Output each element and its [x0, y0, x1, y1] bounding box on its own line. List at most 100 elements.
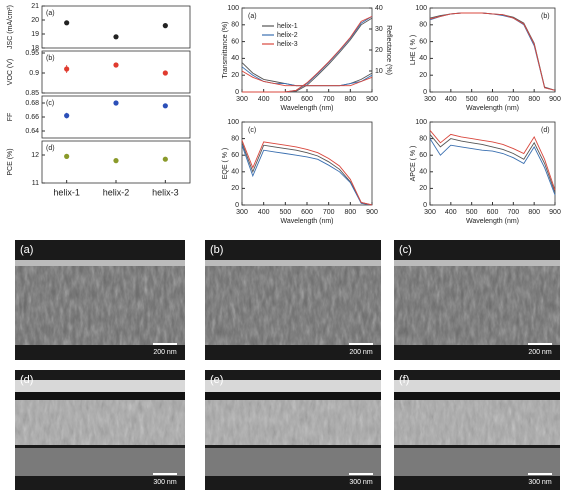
- y-tick-label: 100: [227, 119, 239, 126]
- y-tick-label: 100: [415, 5, 427, 12]
- scale-label: 300 nm: [153, 479, 177, 486]
- y-tick-label: 80: [419, 22, 427, 29]
- top-layer: [394, 260, 560, 266]
- y-axis-label: VOC (V): [7, 59, 14, 85]
- data-line: [241, 140, 373, 206]
- data-line: [429, 138, 556, 196]
- film-texture: [394, 265, 560, 345]
- top-layer: [205, 380, 381, 392]
- x-tick-label: 300: [424, 209, 436, 216]
- y-axis-label: LHE ( % ): [410, 35, 417, 65]
- micrograph: (d) 300 nm: [15, 370, 185, 490]
- y-tick-label: 20: [231, 185, 239, 192]
- panel-label: (c): [248, 127, 256, 134]
- y-tick-label: 0.9: [29, 70, 39, 77]
- data-line: [241, 145, 373, 206]
- x-tick-label: 700: [323, 209, 335, 216]
- y-axis-label: FF: [7, 113, 14, 122]
- data-point: [64, 153, 70, 159]
- x-tick-label: 400: [258, 96, 270, 103]
- x-tick-label: 500: [466, 96, 478, 103]
- y-tick-label: 20: [31, 17, 39, 24]
- y-axis-label: PCE (%): [7, 148, 14, 175]
- micrograph-label: (d): [20, 374, 33, 386]
- x-tick-label: 400: [445, 209, 457, 216]
- micrograph: (c) 200 nm: [394, 240, 560, 360]
- y-tick-label: 40: [231, 55, 239, 62]
- x-tick-label: helix-1: [53, 187, 80, 197]
- x-tick-label: 700: [507, 96, 519, 103]
- data-point: [162, 23, 168, 29]
- x-tick-label: 400: [445, 96, 457, 103]
- x-tick-label: 600: [301, 209, 313, 216]
- micrograph-label: (a): [20, 244, 33, 256]
- x-tick-label: 800: [344, 96, 356, 103]
- y2-tick-label: 30: [375, 26, 383, 33]
- micrograph: (f) 300 nm: [394, 370, 560, 490]
- y-tick-label: 21: [31, 3, 39, 10]
- film-texture: [205, 265, 381, 345]
- top-layer: [15, 380, 185, 392]
- top-layer: [394, 380, 560, 392]
- y-tick-label: 80: [231, 135, 239, 142]
- panel-label: (a): [46, 10, 55, 17]
- plot-frame: [241, 7, 373, 93]
- x-tick-label: 900: [366, 209, 378, 216]
- scale-label: 300 nm: [349, 479, 373, 486]
- y-tick-label: 0.64: [25, 128, 39, 135]
- y-tick-label: 40: [419, 55, 427, 62]
- data-line: [429, 12, 556, 91]
- x-tick-label: 600: [487, 209, 499, 216]
- y-tick-label: 60: [231, 152, 239, 159]
- y-tick-label: 100: [415, 119, 427, 126]
- panel-label: (b): [541, 13, 550, 20]
- substrate: [15, 448, 185, 476]
- y-tick-label: 0.68: [25, 100, 39, 107]
- y-tick-label: 12: [31, 152, 39, 159]
- y-tick-label: 60: [419, 152, 427, 159]
- x-tick-label: 400: [258, 209, 270, 216]
- y-tick-label: 0.85: [25, 90, 39, 97]
- data-point: [64, 20, 70, 26]
- plot-frame: [429, 121, 556, 206]
- x-tick-label: 600: [301, 96, 313, 103]
- y-tick-label: 0: [423, 202, 427, 209]
- x-tick-label: 800: [528, 96, 540, 103]
- y-tick-label: 20: [419, 185, 427, 192]
- substrate: [394, 448, 560, 476]
- panel-frame: [41, 5, 191, 49]
- scale-label: 200 nm: [153, 349, 177, 356]
- x-tick-label: 800: [528, 209, 540, 216]
- panel-label: (d): [541, 127, 550, 134]
- y-tick-label: 100: [227, 5, 239, 12]
- dark-layer: [205, 392, 381, 400]
- x-axis-label: Wavelength (nm): [280, 105, 333, 112]
- scale-label: 200 nm: [349, 349, 373, 356]
- data-point: [162, 156, 168, 162]
- micrograph-label: (e): [210, 374, 223, 386]
- x-tick-label: helix-3: [152, 187, 179, 197]
- top-layer: [15, 260, 185, 266]
- micrograph-label: (b): [210, 244, 223, 256]
- y-tick-label: 0: [423, 89, 427, 96]
- data-point: [162, 103, 168, 109]
- film-texture: [15, 400, 185, 445]
- y-tick-label: 0.95: [25, 50, 39, 57]
- legend-label: helix-1: [277, 23, 298, 30]
- y-tick-label: 80: [231, 22, 239, 29]
- film-texture: [394, 400, 560, 445]
- y-tick-label: 20: [231, 72, 239, 79]
- x-tick-label: 600: [487, 96, 499, 103]
- y-tick-label: 0: [235, 89, 239, 96]
- film-texture: [15, 265, 185, 345]
- y-tick-label: 11: [32, 180, 39, 187]
- y-tick-label: 18: [31, 45, 39, 52]
- data-line: [242, 15, 373, 93]
- panel-frame: [41, 50, 191, 94]
- data-line: [241, 70, 373, 87]
- data-point: [113, 34, 119, 40]
- panel-label: (d): [46, 145, 55, 152]
- data-point: [64, 66, 70, 72]
- micrograph: (b) 200 nm: [205, 240, 381, 360]
- y2-tick-label: 40: [375, 5, 383, 12]
